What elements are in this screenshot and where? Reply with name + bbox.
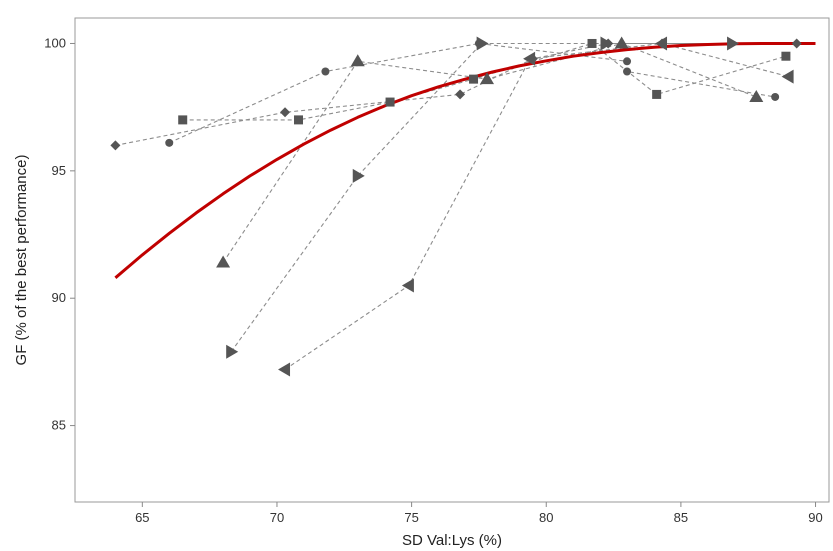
data-point-triangle-left (781, 69, 794, 84)
data-point-diamond (110, 140, 121, 151)
data-point-triangle-right (476, 36, 489, 51)
data-point-triangle-left (401, 278, 414, 293)
data-point-triangle-right (226, 344, 239, 359)
data-point-circle (623, 67, 632, 76)
data-point-square (587, 38, 597, 48)
data-point-square (652, 89, 662, 99)
data-point-diamond (791, 38, 802, 49)
series-line (169, 42, 776, 144)
y-tick-label: 85 (52, 418, 66, 433)
fit-curve (114, 42, 816, 279)
data-point-square (781, 51, 791, 61)
data-point-square (469, 74, 479, 84)
x-axis: 65 70 75 80 85 90 (135, 502, 823, 525)
data-point-triangle-up (216, 255, 231, 268)
data-point-square (385, 97, 395, 107)
data-point-triangle-left (523, 51, 536, 66)
x-tick-label: 80 (539, 510, 553, 525)
x-tick-label: 90 (808, 510, 822, 525)
y-tick-label: 100 (44, 35, 66, 50)
data-point-triangle-right (727, 36, 740, 51)
data-point-triangle-right (352, 168, 365, 183)
y-tick-label: 90 (52, 290, 66, 305)
data-point-triangle-up (480, 72, 495, 85)
x-tick-label: 75 (404, 510, 418, 525)
fit-layer (114, 42, 816, 279)
x-axis-title: SD Val:Lys (%) (402, 532, 502, 549)
y-axis: 85 90 95 100 (44, 35, 75, 433)
data-point-triangle-up (614, 36, 629, 49)
data-point-diamond (455, 89, 466, 100)
data-point-triangle-left (655, 36, 668, 51)
data-point-circle (623, 57, 632, 66)
data-point-triangle-up (749, 89, 764, 102)
y-tick-label: 95 (52, 163, 66, 178)
plot-frame (74, 17, 830, 503)
data-point-triangle-right (600, 36, 613, 51)
data-point-square (178, 115, 188, 125)
data-point-square (294, 115, 304, 125)
x-tick-label: 65 (135, 510, 149, 525)
data-point-triangle-up (350, 54, 365, 67)
data-point-triangle-left (278, 362, 291, 377)
data-point-diamond (280, 107, 291, 118)
x-tick-label: 70 (270, 510, 284, 525)
data-point-circle (321, 67, 330, 76)
data-point-circle (771, 92, 780, 101)
marker-layer (110, 36, 802, 377)
x-tick-label: 85 (674, 510, 688, 525)
data-point-circle (165, 138, 174, 147)
y-axis-title: GF (% of the best performance) (13, 155, 30, 366)
